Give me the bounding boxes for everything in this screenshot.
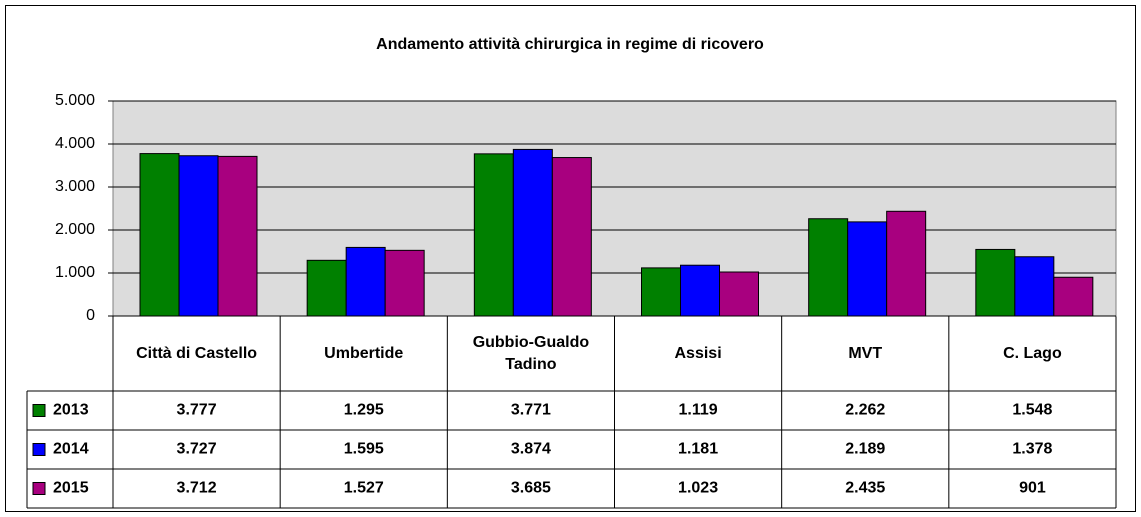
bar — [512, 148, 553, 317]
data-label: 2.189 — [845, 441, 885, 458]
bar — [178, 155, 219, 317]
data-label: 3.712 — [177, 480, 217, 497]
data-label: 1.548 — [1012, 402, 1052, 419]
legend-label: 2013 — [53, 402, 89, 419]
data-label: 3.777 — [177, 402, 217, 419]
bar — [1014, 256, 1055, 317]
data-label: 1.023 — [678, 480, 718, 497]
bar — [345, 246, 386, 317]
x-tick-label: Gubbio-Gualdo Tadino — [472, 333, 590, 373]
bar — [719, 271, 759, 317]
bar — [217, 155, 258, 317]
bar — [551, 157, 592, 317]
y-tick-label: 4.000 — [55, 135, 95, 152]
x-tick-label: C. Lago — [1003, 344, 1062, 362]
bar — [306, 259, 347, 317]
data-label: 1.181 — [678, 441, 718, 458]
x-tick-label: Città di Castello — [136, 344, 258, 362]
data-label: 3.685 — [511, 480, 551, 497]
bar — [808, 218, 849, 317]
data-label: 3.874 — [511, 441, 551, 458]
legend-swatch — [32, 404, 46, 417]
data-label: 1.295 — [344, 402, 384, 419]
data-label: 1.595 — [344, 441, 384, 458]
bar — [1053, 276, 1094, 317]
plot-area — [112, 100, 1117, 317]
bar — [680, 264, 720, 317]
bar — [886, 210, 927, 317]
legend-label: 2015 — [53, 480, 89, 497]
data-label: 901 — [1019, 480, 1046, 497]
x-tick-label: Assisi — [674, 344, 722, 362]
y-tick-label: 5.000 — [55, 92, 95, 109]
data-label: 1.119 — [679, 402, 718, 419]
y-tick-label: 3.000 — [55, 178, 95, 195]
x-tick-label: MVT — [848, 344, 883, 362]
data-label: 3.727 — [177, 441, 217, 458]
chart-title: Andamento attività chirurgica in regime … — [376, 36, 764, 53]
legend-swatch — [32, 482, 46, 495]
data-label: 2.435 — [845, 480, 885, 497]
legend-swatch — [32, 443, 46, 456]
y-tick-label: 2.000 — [55, 221, 95, 238]
bar — [473, 153, 514, 317]
data-label: 3.771 — [511, 402, 551, 419]
x-tick-label: Umbertide — [324, 344, 404, 362]
data-label: 2.262 — [845, 402, 885, 419]
data-label: 1.378 — [1012, 441, 1052, 458]
bar — [847, 221, 888, 317]
bar — [641, 267, 681, 317]
y-tick-label: 0 — [86, 307, 95, 324]
bar — [139, 153, 180, 317]
bar — [384, 249, 425, 317]
data-label: 1.527 — [344, 480, 384, 497]
bar — [975, 248, 1016, 317]
y-tick-label: 1.000 — [55, 264, 95, 281]
legend-label: 2014 — [53, 441, 89, 458]
